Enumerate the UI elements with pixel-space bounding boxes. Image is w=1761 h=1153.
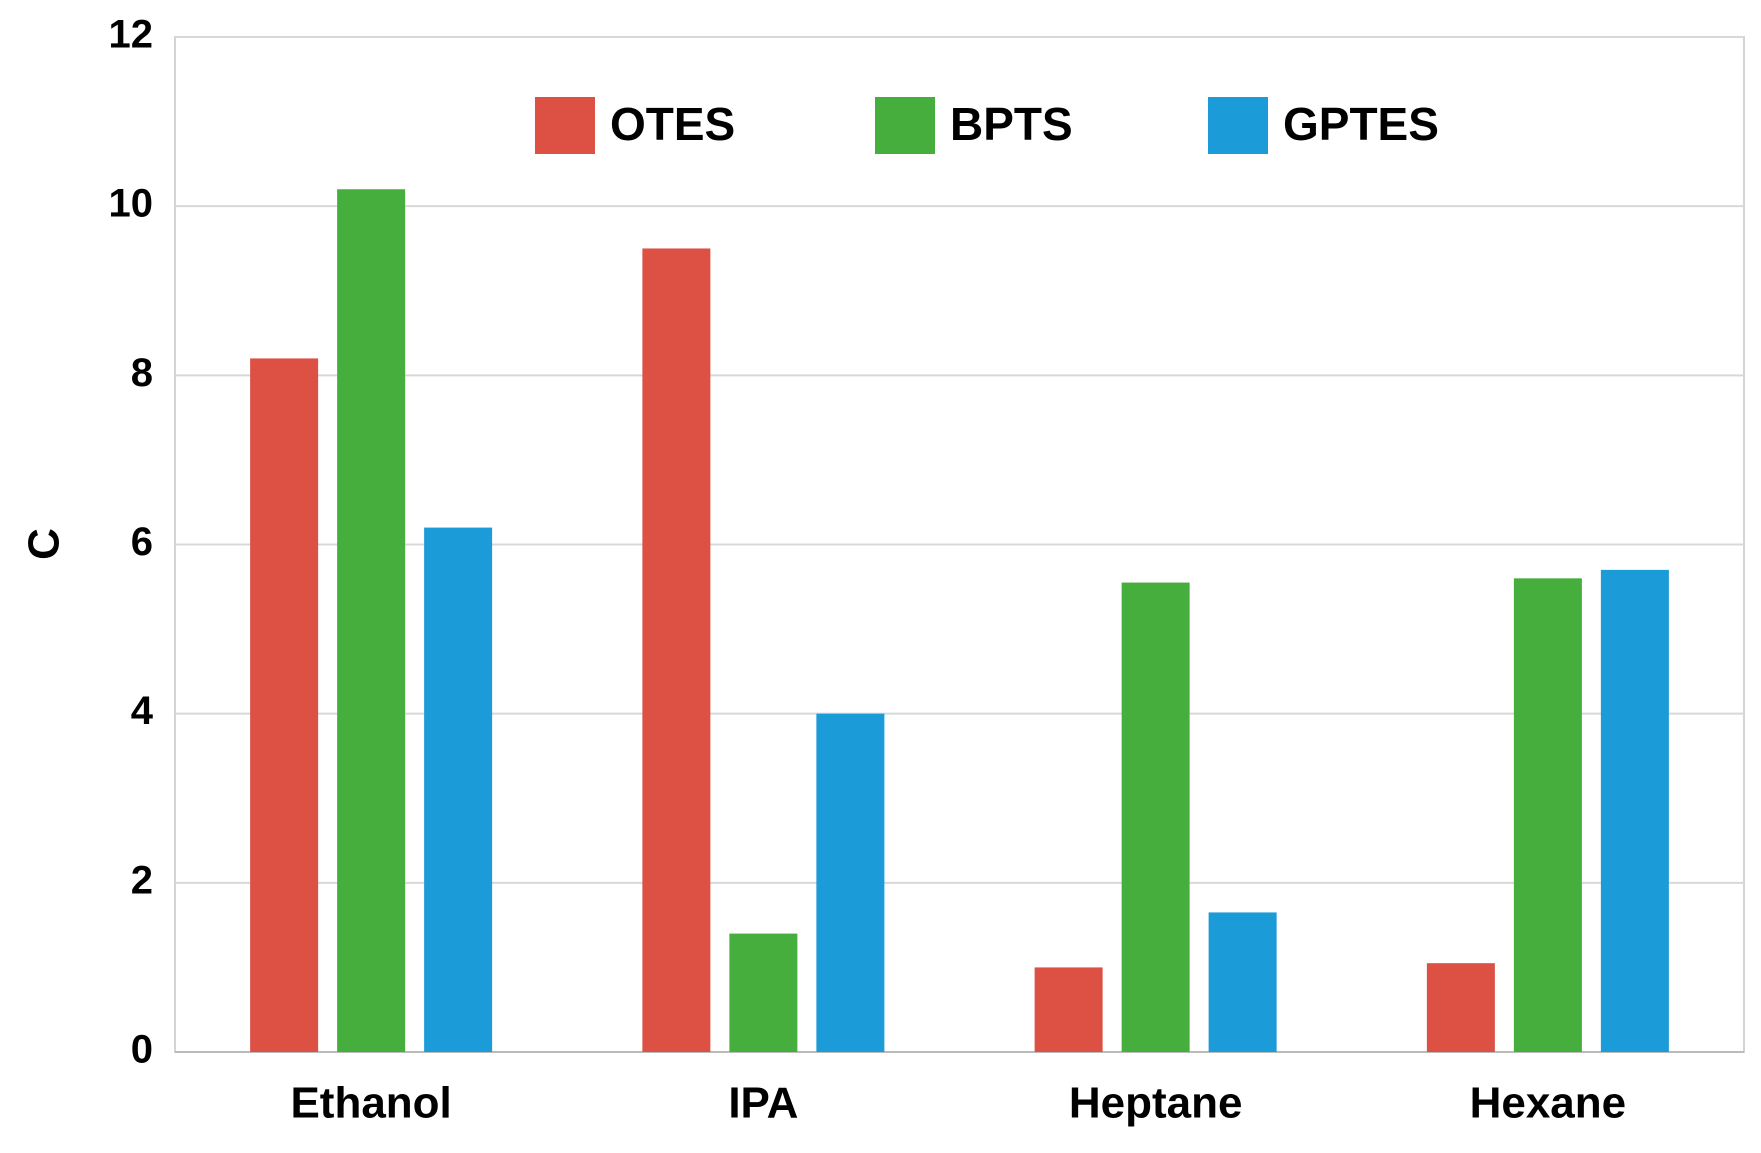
- x-tick-label: IPA: [728, 1079, 798, 1128]
- bar: [642, 248, 711, 1053]
- bar: [729, 933, 798, 1052]
- bar: [424, 527, 493, 1052]
- bar: [1600, 569, 1669, 1052]
- y-tick-label: 8: [131, 351, 153, 395]
- y-tick-label: 0: [131, 1028, 153, 1072]
- y-axis-label: C: [20, 528, 69, 560]
- x-tick-label: Heptane: [1069, 1079, 1243, 1128]
- x-tick-label: Hexane: [1470, 1079, 1627, 1128]
- bar: [337, 189, 406, 1052]
- bar: [250, 358, 319, 1053]
- bar: [816, 713, 885, 1052]
- bar: [1208, 912, 1277, 1052]
- legend-label: OTES: [610, 98, 735, 150]
- legend-label: GPTES: [1283, 98, 1439, 150]
- y-tick-label: 12: [109, 13, 154, 57]
- bar: [1513, 578, 1582, 1052]
- x-tick-label: Ethanol: [290, 1079, 451, 1128]
- legend-label: BPTS: [950, 98, 1073, 150]
- y-tick-label: 10: [109, 182, 154, 226]
- legend-swatch: [535, 97, 595, 154]
- legend-swatch: [875, 97, 935, 154]
- bar: [1121, 582, 1190, 1052]
- y-tick-label: 2: [131, 858, 153, 902]
- bar: [1034, 967, 1103, 1052]
- bar: [1426, 963, 1495, 1052]
- legend-swatch: [1208, 97, 1268, 154]
- y-tick-label: 6: [131, 520, 153, 564]
- y-tick-label: 4: [131, 689, 154, 733]
